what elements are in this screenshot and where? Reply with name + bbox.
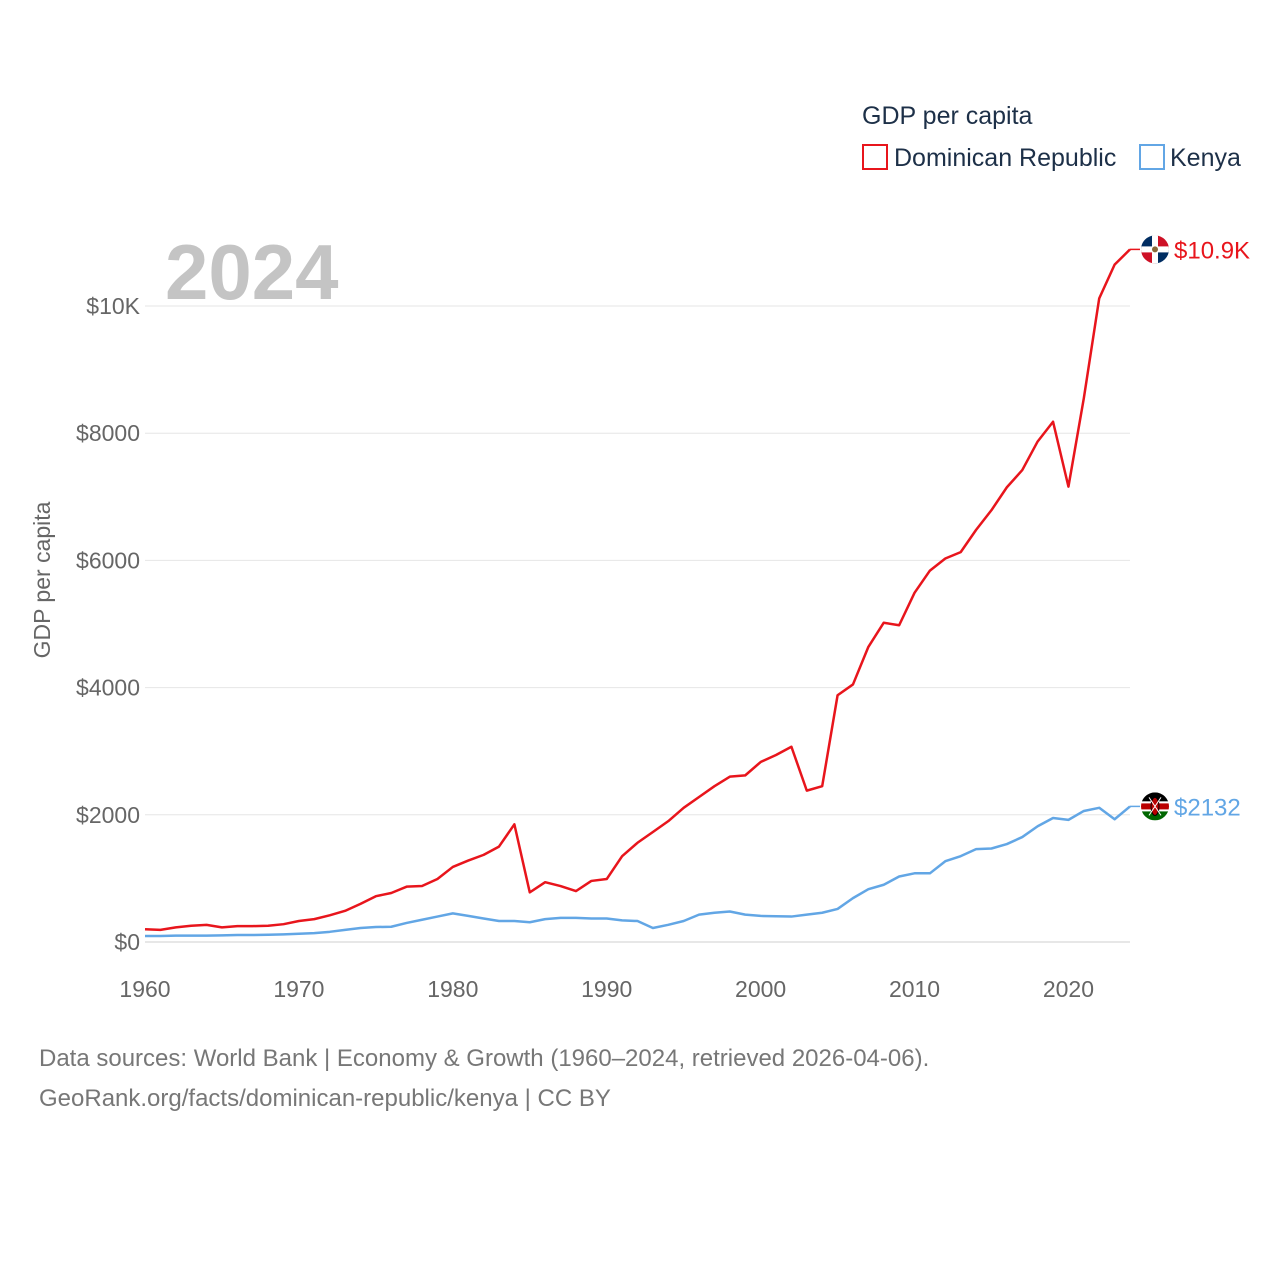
kenya-flag-icon	[1141, 792, 1169, 821]
y-tick-label: $6000	[76, 547, 140, 573]
end-value-label-kenya: $2132	[1174, 794, 1241, 821]
x-tick-label: 2010	[889, 976, 940, 1002]
y-tick-label: $2000	[76, 802, 140, 828]
legend-swatch-dominican-republic	[862, 144, 888, 170]
series-line-dominican-republic	[144, 248, 1131, 932]
x-tick-label: 2000	[735, 976, 786, 1002]
y-tick-label: $10K	[86, 293, 140, 319]
legend: GDP per capita Dominican Republic Kenya	[862, 102, 1241, 172]
end-value-label-dominican-republic: $10.9K	[1174, 237, 1250, 264]
legend-swatch-kenya	[1139, 144, 1165, 170]
x-tick-label: 1990	[581, 976, 632, 1002]
y-tick-label: $0	[114, 929, 140, 955]
series-line-kenya	[145, 805, 1131, 938]
year-label: 2024	[165, 228, 339, 316]
y-tick-label: $8000	[76, 420, 140, 446]
source-line-1: Data sources: World Bank | Economy & Gro…	[39, 1045, 930, 1072]
series	[144, 248, 1140, 938]
source-line-2: GeoRank.org/facts/dominican-republic/ken…	[39, 1085, 611, 1112]
y-tick-label: $4000	[76, 675, 140, 701]
dominican-republic-flag-icon	[1141, 235, 1169, 264]
legend-label-kenya: Kenya	[1170, 144, 1241, 172]
legend-title: GDP per capita	[862, 102, 1033, 130]
legend-item-dominican-republic[interactable]: Dominican Republic	[862, 144, 1116, 172]
y-axis: $0 $2000 $4000 $6000 $8000 $10K	[76, 293, 141, 955]
x-tick-label: 1980	[427, 976, 478, 1002]
legend-label-dominican-republic: Dominican Republic	[894, 144, 1116, 172]
x-tick-label: 1960	[119, 976, 170, 1002]
x-tick-label: 1970	[273, 976, 324, 1002]
grid-lines	[145, 305, 1130, 943]
legend-item-kenya[interactable]: Kenya	[1139, 144, 1241, 172]
x-tick-label: 2020	[1043, 976, 1094, 1002]
y-axis-title: GDP per capita	[29, 501, 55, 658]
x-axis: 1960 1970 1980 1990 2000 2010 2020	[119, 976, 1094, 1002]
